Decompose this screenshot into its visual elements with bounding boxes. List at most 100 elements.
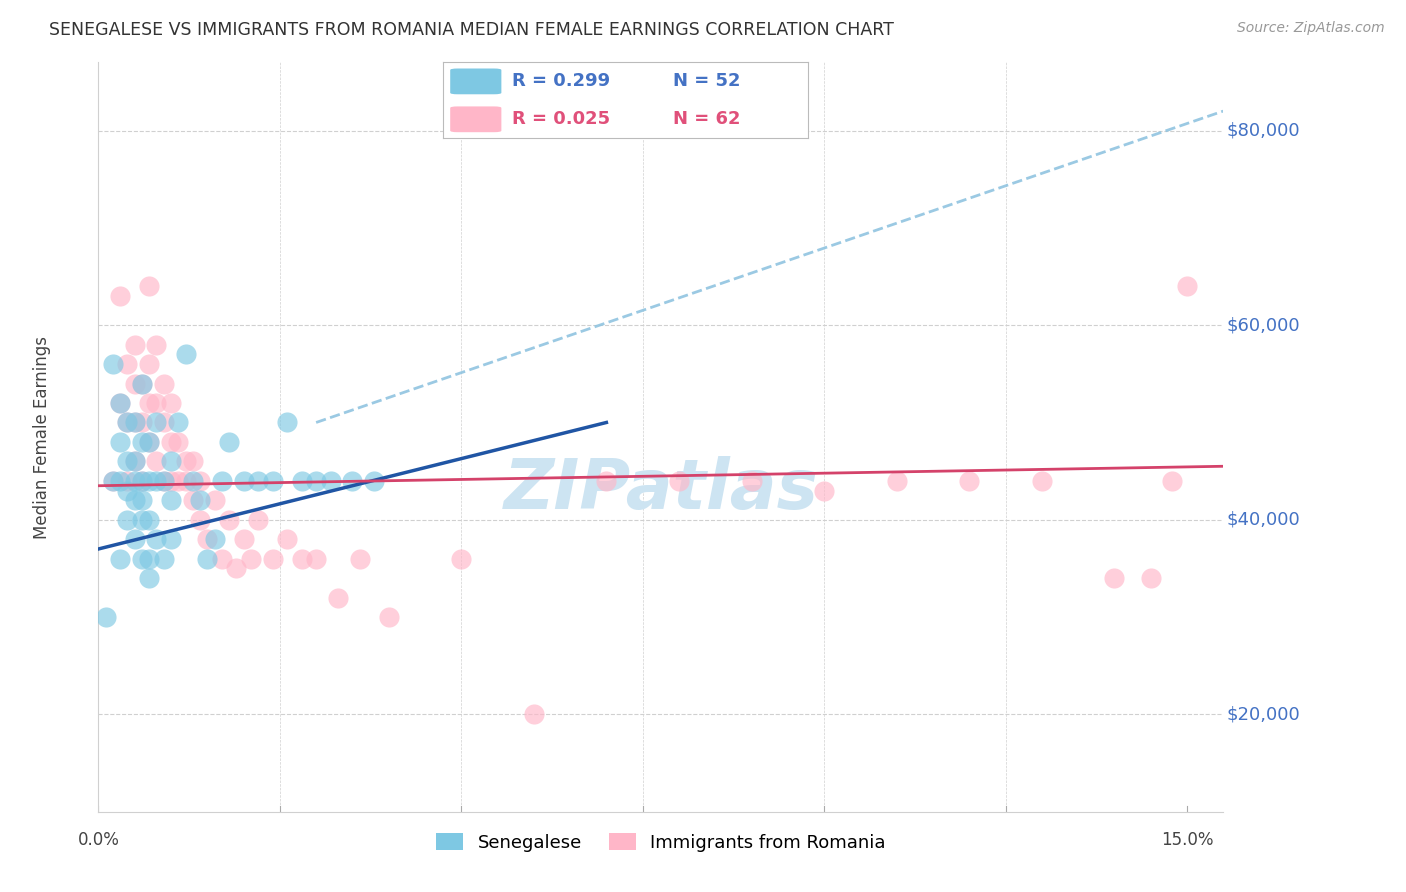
Point bbox=[886, 474, 908, 488]
Point bbox=[117, 416, 139, 430]
Point bbox=[117, 357, 139, 371]
Point bbox=[218, 434, 240, 449]
Point bbox=[131, 513, 153, 527]
Point bbox=[131, 416, 153, 430]
Point bbox=[363, 474, 385, 488]
Point bbox=[167, 434, 190, 449]
Text: 15.0%: 15.0% bbox=[1161, 831, 1213, 849]
Point bbox=[188, 513, 211, 527]
Point bbox=[1139, 571, 1161, 585]
Point bbox=[124, 454, 146, 468]
Point bbox=[124, 474, 146, 488]
Point bbox=[160, 493, 183, 508]
Point bbox=[160, 396, 183, 410]
Point bbox=[138, 434, 160, 449]
Point bbox=[211, 474, 233, 488]
Point bbox=[145, 396, 167, 410]
Point bbox=[108, 434, 131, 449]
Point bbox=[232, 533, 254, 547]
Point bbox=[94, 610, 117, 624]
Point bbox=[131, 376, 153, 391]
Point bbox=[291, 551, 314, 566]
Point bbox=[152, 474, 174, 488]
Point bbox=[319, 474, 342, 488]
Point bbox=[668, 474, 690, 488]
Point bbox=[291, 474, 314, 488]
Point bbox=[232, 474, 254, 488]
Point bbox=[813, 483, 835, 498]
Point bbox=[1031, 474, 1053, 488]
Point bbox=[181, 493, 204, 508]
Point bbox=[152, 551, 174, 566]
Point bbox=[138, 434, 160, 449]
Point bbox=[131, 474, 153, 488]
Point bbox=[145, 474, 167, 488]
FancyBboxPatch shape bbox=[450, 106, 502, 132]
Point bbox=[1104, 571, 1126, 585]
Point bbox=[262, 474, 284, 488]
Point bbox=[152, 416, 174, 430]
Text: N = 62: N = 62 bbox=[673, 111, 741, 128]
Point bbox=[124, 454, 146, 468]
Point bbox=[145, 454, 167, 468]
Text: R = 0.025: R = 0.025 bbox=[512, 111, 610, 128]
Point bbox=[108, 474, 131, 488]
Point bbox=[188, 474, 211, 488]
Point bbox=[450, 551, 472, 566]
Point bbox=[138, 474, 160, 488]
Point bbox=[124, 337, 146, 351]
Point bbox=[145, 337, 167, 351]
Point bbox=[247, 474, 270, 488]
Point bbox=[595, 474, 617, 488]
Point bbox=[131, 551, 153, 566]
Legend: Senegalese, Immigrants from Romania: Senegalese, Immigrants from Romania bbox=[429, 826, 893, 859]
Point bbox=[138, 357, 160, 371]
Point bbox=[239, 551, 262, 566]
Text: $20,000: $20,000 bbox=[1226, 706, 1301, 723]
Point bbox=[108, 396, 131, 410]
Point bbox=[160, 533, 183, 547]
Point bbox=[211, 551, 233, 566]
Point bbox=[131, 376, 153, 391]
Text: ZIPatlas: ZIPatlas bbox=[503, 456, 818, 523]
Point bbox=[131, 474, 153, 488]
Point bbox=[276, 416, 298, 430]
Point bbox=[138, 551, 160, 566]
Point bbox=[160, 434, 183, 449]
Point bbox=[305, 551, 328, 566]
Point bbox=[305, 474, 328, 488]
Point bbox=[188, 493, 211, 508]
Point bbox=[101, 474, 124, 488]
Text: Source: ZipAtlas.com: Source: ZipAtlas.com bbox=[1237, 21, 1385, 35]
Point bbox=[523, 707, 546, 722]
Point bbox=[124, 416, 146, 430]
Point bbox=[145, 533, 167, 547]
Point bbox=[152, 474, 174, 488]
Text: $80,000: $80,000 bbox=[1226, 121, 1301, 139]
Point bbox=[167, 416, 190, 430]
Text: R = 0.299: R = 0.299 bbox=[512, 72, 610, 90]
Point bbox=[276, 533, 298, 547]
Point bbox=[138, 279, 160, 293]
Point bbox=[131, 434, 153, 449]
Point bbox=[174, 347, 197, 361]
Point bbox=[225, 561, 247, 575]
Point bbox=[108, 289, 131, 303]
FancyBboxPatch shape bbox=[450, 69, 502, 95]
Point bbox=[326, 591, 349, 605]
Point bbox=[204, 493, 226, 508]
Point bbox=[377, 610, 399, 624]
Point bbox=[124, 533, 146, 547]
Point bbox=[145, 416, 167, 430]
Text: SENEGALESE VS IMMIGRANTS FROM ROMANIA MEDIAN FEMALE EARNINGS CORRELATION CHART: SENEGALESE VS IMMIGRANTS FROM ROMANIA ME… bbox=[49, 21, 894, 38]
Point bbox=[957, 474, 980, 488]
Point bbox=[160, 454, 183, 468]
Point bbox=[1175, 279, 1198, 293]
Point bbox=[131, 493, 153, 508]
Point bbox=[167, 474, 190, 488]
Point bbox=[108, 396, 131, 410]
Point bbox=[124, 376, 146, 391]
Point bbox=[117, 483, 139, 498]
Point bbox=[181, 474, 204, 488]
Point bbox=[101, 474, 124, 488]
